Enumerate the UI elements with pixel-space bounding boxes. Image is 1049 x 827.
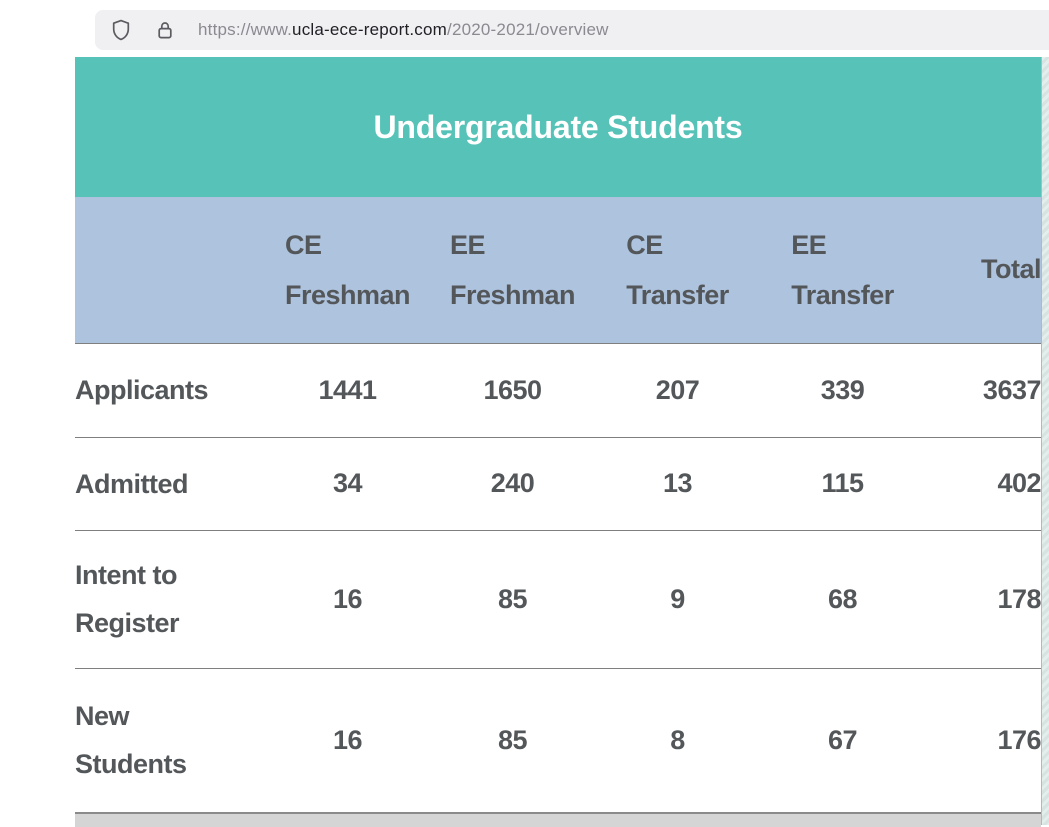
cell-total: 178 [997,583,1041,614]
cell-value: 16 [332,583,363,614]
cell-value: 115 [821,468,864,498]
cell-total: 3637 [982,374,1042,405]
cell-value: 1650 [483,374,542,405]
cell-value: 13 [662,468,693,498]
table-header-row: CE Freshman EE Freshman CE Transfer EE T… [75,197,1042,343]
cell-value: 1441 [318,374,377,405]
cell-value: 339 [820,374,865,405]
page-title: Undergraduate Students [373,108,743,145]
row-label: New Students [75,701,187,780]
cell-value: 16 [332,724,363,755]
url-domain: ucla-ece-report.com [292,20,448,39]
lock-icon[interactable] [154,19,176,41]
table-row-applicants: Applicants 1441 1650 207 339 3637 [75,343,1042,437]
empty-header-cell [75,197,265,343]
cell-value: 207 [655,374,700,405]
undergraduate-students-table: CE Freshman EE Freshman CE Transfer EE T… [75,197,1042,812]
cell-total: 176 [997,724,1041,755]
header-total: Total [981,254,1042,285]
address-bar[interactable]: https://www.ucla-ece-report.com/2020-202… [95,10,1049,50]
url-path: /2020-2021/overview [447,20,609,39]
banner: Undergraduate Students [75,57,1041,197]
url-display[interactable]: https://www.ucla-ece-report.com/2020-202… [198,20,609,40]
header-ce-freshman: CE Freshman [284,229,411,310]
header-ee-freshman: EE Freshman [449,229,576,310]
cell-value: 240 [490,468,535,498]
cell-value: 67 [827,724,858,755]
url-prefix: https://www. [198,20,293,39]
cell-value: 8 [670,724,685,755]
footer-strip [75,812,1041,827]
row-label: Intent to Register [75,560,180,638]
cell-value: 85 [497,583,528,614]
row-label: Applicants [75,375,209,405]
cell-total: 402 [997,468,1041,498]
table-row-admitted: Admitted 34 240 13 115 402 [75,437,1042,530]
page-content: Undergraduate Students CE Freshman EE Fr… [75,57,1042,827]
header-ce-transfer: CE Transfer [626,229,729,310]
cell-value: 68 [827,583,858,614]
header-ee-transfer: EE Transfer [791,229,894,310]
cell-value: 85 [497,724,528,755]
cell-value: 34 [332,468,363,498]
cell-value: 9 [670,583,685,614]
page-background-texture [1041,57,1049,825]
shield-icon[interactable] [109,18,133,42]
address-bar-icons [95,18,176,42]
row-label: Admitted [75,468,189,499]
table-row-intent-to-register: Intent to Register 16 85 9 68 178 [75,530,1042,668]
table-row-new-students: New Students 16 85 8 67 176 [75,668,1042,812]
